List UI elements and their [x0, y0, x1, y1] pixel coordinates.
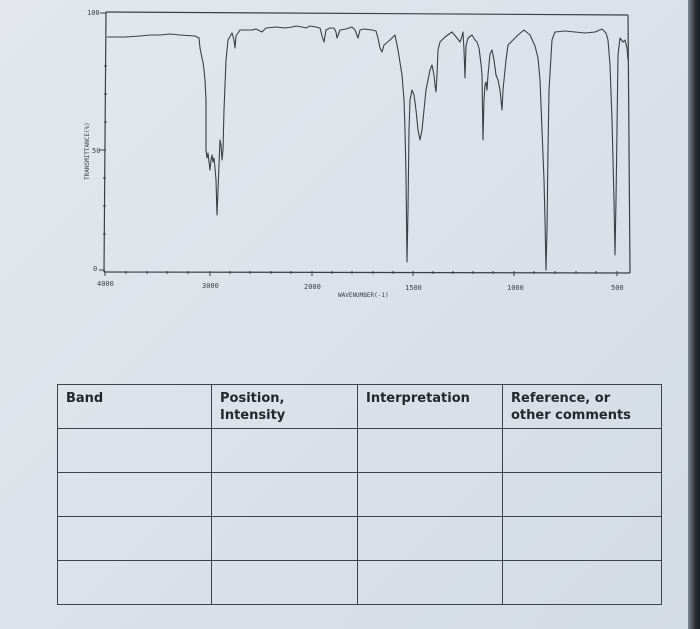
- cell-interpretation[interactable]: [357, 428, 503, 473]
- header-position-intensity: Position, Intensity: [211, 384, 358, 429]
- x-tick-500: 500: [611, 284, 624, 292]
- x-tick-1500: 1500: [405, 284, 422, 292]
- x-tick-2000: 2000: [304, 283, 321, 291]
- cell-position-intensity[interactable]: [211, 472, 358, 517]
- cell-reference-comments[interactable]: [502, 428, 662, 473]
- cell-band[interactable]: [57, 428, 212, 473]
- y-tick-50: 50: [92, 147, 100, 155]
- cell-band[interactable]: [57, 560, 212, 605]
- x-axis-labels: 4000 3000 2000 1500 1000 500 WAVENUMBER(…: [97, 280, 624, 299]
- ir-interpretation-table: Band Position, Intensity Interpretation …: [57, 384, 662, 605]
- cell-band[interactable]: [57, 516, 212, 561]
- header-reference-comments: Reference, or other comments: [502, 384, 662, 429]
- table-row: [57, 560, 662, 605]
- x-axis-ticks: [104, 271, 618, 276]
- y-axis-ticks: [99, 12, 107, 271]
- y-tick-0: 0: [93, 265, 97, 273]
- cell-interpretation[interactable]: [357, 472, 503, 517]
- x-axis-title: WAVENUMBER(-1): [338, 292, 389, 299]
- ir-spectrum-chart: 100 50 0 TRANSMITTANCE(%) 4000 3000: [84, 9, 631, 299]
- cell-reference-comments[interactable]: [502, 560, 662, 605]
- table-header-row: Band Position, Intensity Interpretation …: [57, 384, 662, 429]
- cell-reference-comments[interactable]: [502, 472, 662, 517]
- cell-position-intensity[interactable]: [211, 560, 358, 605]
- x-tick-1000: 1000: [507, 284, 524, 292]
- cell-interpretation[interactable]: [357, 560, 503, 605]
- table-row: [57, 516, 662, 561]
- header-band: Band: [57, 384, 212, 429]
- y-axis-labels: 100 50 0 TRANSMITTANCE(%): [84, 9, 100, 273]
- x-tick-4000: 4000: [97, 280, 114, 288]
- y-tick-100: 100: [87, 9, 100, 17]
- spectrum-trace: [107, 25, 629, 271]
- background-edge: [688, 0, 700, 629]
- y-axis-title: TRANSMITTANCE(%): [84, 122, 91, 180]
- cell-reference-comments[interactable]: [502, 516, 662, 561]
- table-row: [57, 428, 662, 473]
- cell-interpretation[interactable]: [357, 516, 503, 561]
- header-interpretation: Interpretation: [357, 384, 503, 429]
- cell-position-intensity[interactable]: [211, 516, 358, 561]
- cell-position-intensity[interactable]: [211, 428, 358, 473]
- x-tick-3000: 3000: [202, 282, 219, 290]
- cell-band[interactable]: [57, 472, 212, 517]
- table-row: [57, 472, 662, 517]
